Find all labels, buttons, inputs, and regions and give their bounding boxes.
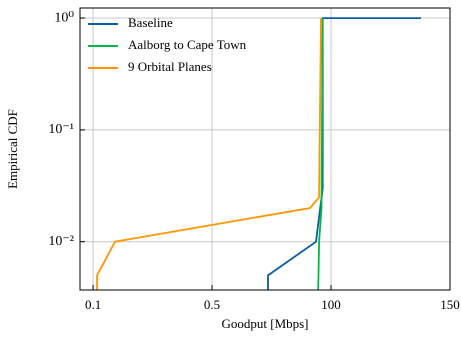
x-axis-label: Goodput [Mbps]: [221, 316, 308, 331]
series-line: [317, 18, 324, 290]
y-tick-label: 10⁻¹: [48, 122, 74, 137]
legend-label: Baseline: [128, 15, 173, 30]
y-tick-label: 10⁻²: [48, 234, 74, 249]
x-tick-label: 150: [440, 297, 460, 312]
x-tick-label: 100: [321, 297, 341, 312]
y-axis-label: Empirical CDF: [5, 109, 20, 189]
plot-frame: [79, 7, 451, 291]
y-tick-label: 10⁰: [54, 10, 74, 25]
legend-label: Aalborg to Cape Town: [128, 37, 247, 52]
series-line: [96, 18, 322, 290]
plot-area: [96, 17, 421, 290]
series-line: [267, 17, 421, 290]
x-tick-label: 0.5: [204, 297, 220, 312]
x-tick-label: 0.1: [85, 297, 101, 312]
legend-label: 9 Orbital Planes: [128, 59, 212, 74]
